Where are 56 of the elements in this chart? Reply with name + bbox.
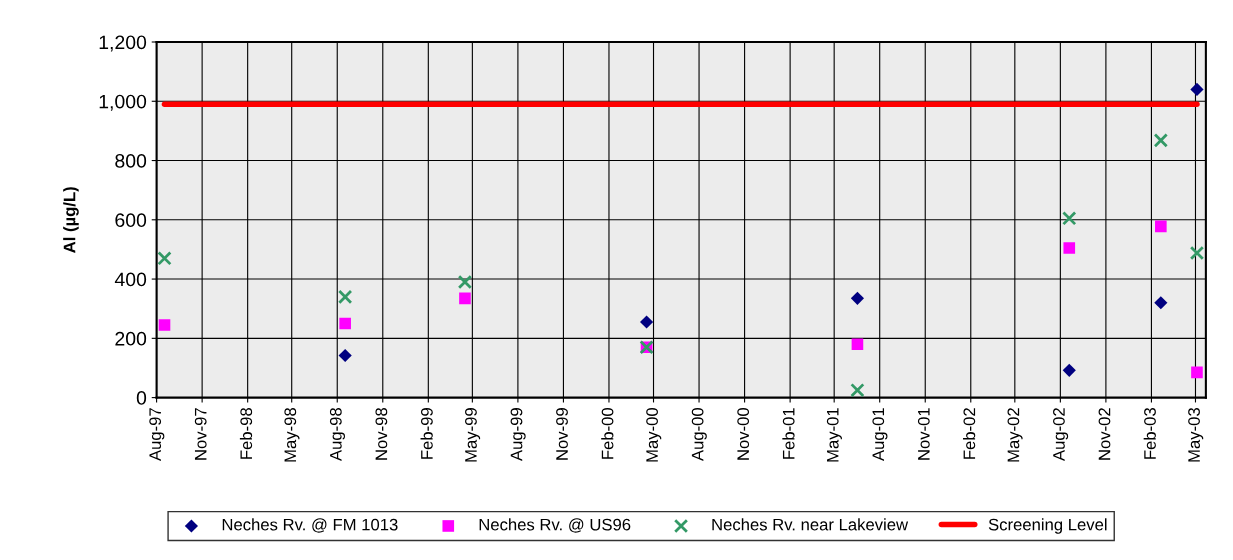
point bbox=[1189, 245, 1205, 261]
x-tick-label: Nov-02 bbox=[1098, 408, 1111, 460]
x-tick-label: Nov-01 bbox=[917, 408, 930, 460]
point bbox=[640, 315, 654, 329]
x-tick-label: May-02 bbox=[1007, 408, 1023, 462]
x-tick-label: Feb-98 bbox=[239, 408, 253, 459]
y-tick-label: 600 bbox=[115, 213, 147, 228]
point bbox=[337, 289, 353, 305]
x-tick-label: Feb-03 bbox=[1143, 408, 1156, 459]
x-tick-label: Feb-99 bbox=[420, 408, 433, 459]
legend-label: Screening Level bbox=[988, 518, 1107, 534]
x-tick-label: Nov-97 bbox=[194, 408, 207, 460]
point bbox=[339, 317, 351, 330]
x-tick-label: May-00 bbox=[646, 407, 662, 462]
x-tick-label: Aug-00 bbox=[691, 407, 707, 462]
x-tick-label: Aug-98 bbox=[329, 408, 346, 462]
x-tick-label: Nov-00 bbox=[737, 407, 750, 460]
x-tick-label: May-01 bbox=[826, 408, 842, 462]
point bbox=[1063, 242, 1076, 254]
y-tick-label: 1,000 bbox=[99, 94, 147, 111]
y-axis-title: Al (µg/L) bbox=[63, 187, 79, 253]
y-tick-label: 200 bbox=[115, 331, 147, 346]
legend-label: Neches Rv. @ FM 1013 bbox=[222, 518, 398, 533]
x-tick-label: Feb-02 bbox=[963, 408, 976, 459]
x-tick-label: Aug-02 bbox=[1053, 408, 1069, 462]
x-tick-label: Feb-00 bbox=[601, 407, 614, 459]
x-tick-label: May-98 bbox=[284, 408, 300, 462]
point bbox=[1062, 363, 1076, 377]
x-tick-label: Aug-99 bbox=[510, 408, 526, 462]
x-tick-label: May-99 bbox=[465, 408, 481, 462]
point bbox=[457, 274, 473, 290]
point bbox=[338, 348, 352, 363]
legend-label: Neches Rv. @ US96 bbox=[479, 518, 631, 533]
point bbox=[1190, 82, 1204, 96]
point bbox=[1191, 366, 1203, 379]
point bbox=[1153, 133, 1169, 148]
y-tick-label: 400 bbox=[114, 272, 147, 287]
point bbox=[158, 319, 171, 331]
point bbox=[851, 338, 864, 351]
y-tick-label: 800 bbox=[115, 154, 147, 168]
point bbox=[157, 251, 172, 266]
point bbox=[1062, 211, 1077, 226]
point bbox=[850, 291, 865, 305]
x-tick-label: Nov-98 bbox=[375, 408, 388, 460]
y-tick-label: 1,200 bbox=[99, 35, 147, 52]
point bbox=[850, 382, 865, 398]
point bbox=[1154, 296, 1168, 310]
x-tick-label: Feb-01 bbox=[782, 408, 795, 459]
legend-label: Neches Rv. near Lakeview bbox=[712, 518, 909, 531]
point bbox=[1155, 220, 1167, 233]
y-tick-label: 0 bbox=[136, 391, 147, 405]
x-tick-label: Aug-97 bbox=[149, 408, 165, 462]
x-tick-label: Nov-99 bbox=[556, 408, 568, 460]
x-tick-label: Aug-01 bbox=[872, 408, 888, 462]
x-tick-label: May-03 bbox=[1188, 408, 1204, 462]
point bbox=[459, 292, 471, 305]
